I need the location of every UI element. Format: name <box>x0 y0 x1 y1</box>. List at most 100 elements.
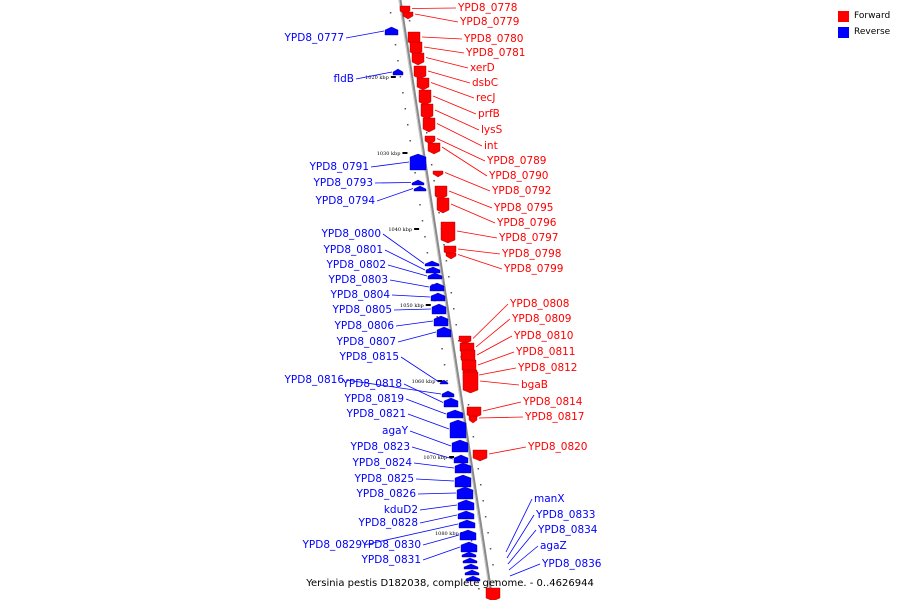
reverse-gene-label[interactable]: YPD8_0824 <box>352 457 413 469</box>
reverse-gene[interactable] <box>465 575 481 582</box>
forward-gene[interactable] <box>413 65 427 80</box>
reverse-gene[interactable] <box>453 454 469 464</box>
forward-gene-label[interactable]: YPD8_0808 <box>509 298 569 310</box>
forward-gene-label[interactable]: YPD8_0814 <box>522 396 583 408</box>
reverse-gene[interactable] <box>464 569 480 576</box>
forward-gene[interactable] <box>462 371 479 394</box>
forward-gene-label[interactable]: YPD8_0798 <box>501 248 561 260</box>
forward-gene-label[interactable]: YPD8_0780 <box>463 33 523 45</box>
reverse-gene[interactable] <box>413 185 427 192</box>
forward-gene-label[interactable]: YPD8_0792 <box>491 185 551 197</box>
reverse-gene-label[interactable]: YPD8_0828 <box>358 517 418 529</box>
reverse-gene-label[interactable]: YPD8_0800 <box>321 228 381 240</box>
forward-gene-label[interactable]: YPD8_0812 <box>517 362 577 374</box>
reverse-gene-label[interactable]: YPD8_0801 <box>323 244 383 256</box>
forward-gene[interactable] <box>402 11 414 20</box>
forward-gene-label[interactable]: YPD8_0811 <box>515 346 575 358</box>
reverse-gene-label[interactable]: kduD2 <box>384 504 418 516</box>
forward-gene-label[interactable]: YPD8_0796 <box>496 217 557 229</box>
reverse-gene-label[interactable]: YPD8_0806 <box>334 320 395 332</box>
forward-gene[interactable] <box>485 587 501 600</box>
forward-gene-label[interactable]: YPD8_0809 <box>511 313 571 325</box>
reverse-gene-label[interactable]: YPD8_0791 <box>309 161 369 173</box>
reverse-gene[interactable] <box>454 474 472 488</box>
reverse-gene-label[interactable]: YPD8_0823 <box>350 441 410 453</box>
forward-gene[interactable] <box>427 142 441 155</box>
reverse-gene-label[interactable]: YPD8_0807 <box>336 336 396 348</box>
reverse-gene-label[interactable]: YPD8_0833 <box>535 509 595 521</box>
reverse-gene-label[interactable]: YPD8_0826 <box>356 488 417 500</box>
forward-gene[interactable] <box>420 103 434 120</box>
reverse-gene-label[interactable]: YPD8_0794 <box>315 195 376 207</box>
forward-gene[interactable] <box>434 185 448 200</box>
forward-gene[interactable] <box>424 135 436 145</box>
forward-gene[interactable] <box>445 252 457 260</box>
reverse-gene-label[interactable]: agaZ <box>540 540 567 552</box>
reverse-gene-label[interactable]: YPD8_0819 <box>344 393 404 405</box>
forward-gene-label[interactable]: YPD8_0789 <box>486 155 546 167</box>
forward-gene[interactable] <box>416 77 430 91</box>
reverse-gene-label[interactable]: YPD8_0831 <box>361 554 421 566</box>
reverse-gene-label[interactable]: YPD8_0829 <box>302 539 362 551</box>
forward-gene-label[interactable]: int <box>484 140 498 152</box>
forward-gene-label[interactable]: YPD8_0781 <box>465 47 525 59</box>
reverse-gene-label[interactable]: YPD8_0777 <box>284 32 344 44</box>
reverse-gene[interactable] <box>457 499 475 511</box>
forward-gene-label[interactable]: YPD8_0779 <box>459 16 519 28</box>
reverse-gene[interactable] <box>439 379 449 385</box>
forward-gene-label[interactable]: prfB <box>478 108 500 120</box>
reverse-gene[interactable] <box>463 563 479 570</box>
reverse-gene-label[interactable]: agaY <box>382 425 409 437</box>
forward-gene[interactable] <box>458 335 472 345</box>
reverse-gene-label[interactable]: YPD8_0815 <box>339 351 399 363</box>
forward-gene-label[interactable]: YPD8_0817 <box>524 411 584 423</box>
reverse-gene[interactable] <box>425 266 441 274</box>
forward-gene-label[interactable]: xerD <box>470 62 495 74</box>
reverse-gene[interactable] <box>427 272 443 280</box>
reverse-gene[interactable] <box>411 179 425 186</box>
forward-gene[interactable] <box>418 89 432 106</box>
reverse-gene[interactable] <box>409 153 427 171</box>
reverse-gene[interactable] <box>454 462 472 474</box>
forward-gene-label[interactable]: YPD8_0778 <box>457 2 517 14</box>
reverse-gene[interactable] <box>431 303 447 315</box>
reverse-gene-label[interactable]: YPD8_0804 <box>330 289 391 301</box>
forward-gene-label[interactable]: YPD8_0790 <box>488 170 548 182</box>
reverse-gene[interactable] <box>449 419 467 439</box>
forward-gene-label[interactable]: dsbC <box>472 77 498 89</box>
forward-gene[interactable] <box>436 197 450 214</box>
reverse-gene-label[interactable]: YPD8_0834 <box>537 524 598 536</box>
forward-gene[interactable] <box>432 170 444 178</box>
reverse-gene[interactable] <box>457 510 475 520</box>
forward-gene-label[interactable]: bgaB <box>521 379 548 391</box>
reverse-gene[interactable] <box>458 519 476 529</box>
reverse-gene[interactable] <box>459 529 477 541</box>
reverse-gene-label[interactable]: YPD8_0816 <box>284 374 345 386</box>
reverse-gene[interactable] <box>430 292 446 302</box>
forward-gene-label[interactable]: YPD8_0795 <box>493 202 553 214</box>
forward-gene-label[interactable]: recJ <box>476 92 495 104</box>
reverse-gene[interactable] <box>451 439 469 453</box>
forward-gene-label[interactable]: YPD8_0799 <box>503 263 563 275</box>
reverse-gene[interactable] <box>392 68 404 76</box>
forward-gene-label[interactable]: YPD8_0797 <box>498 232 558 244</box>
reverse-gene-label[interactable]: YPD8_0821 <box>346 408 406 420</box>
reverse-gene[interactable] <box>443 397 459 408</box>
reverse-gene-label[interactable]: YPD8_0836 <box>541 558 602 570</box>
reverse-gene-label[interactable]: YPD8_0818 <box>342 378 402 390</box>
reverse-gene[interactable] <box>429 282 445 292</box>
reverse-gene-label[interactable]: YPD8_0803 <box>328 274 388 286</box>
reverse-gene-label[interactable]: YPD8_0793 <box>313 177 373 189</box>
reverse-gene[interactable] <box>446 409 464 419</box>
forward-gene[interactable] <box>468 415 478 424</box>
reverse-gene[interactable] <box>461 551 477 558</box>
reverse-gene[interactable] <box>462 557 478 564</box>
forward-gene[interactable] <box>422 117 436 133</box>
forward-gene[interactable] <box>466 406 482 419</box>
reverse-gene-label[interactable]: YPD8_0825 <box>354 473 414 485</box>
forward-gene-label[interactable]: lysS <box>481 124 503 136</box>
reverse-gene[interactable] <box>441 390 455 398</box>
forward-gene-label[interactable]: YPD8_0810 <box>513 330 573 342</box>
forward-gene[interactable] <box>411 52 425 66</box>
reverse-gene-label[interactable]: manX <box>534 493 565 505</box>
